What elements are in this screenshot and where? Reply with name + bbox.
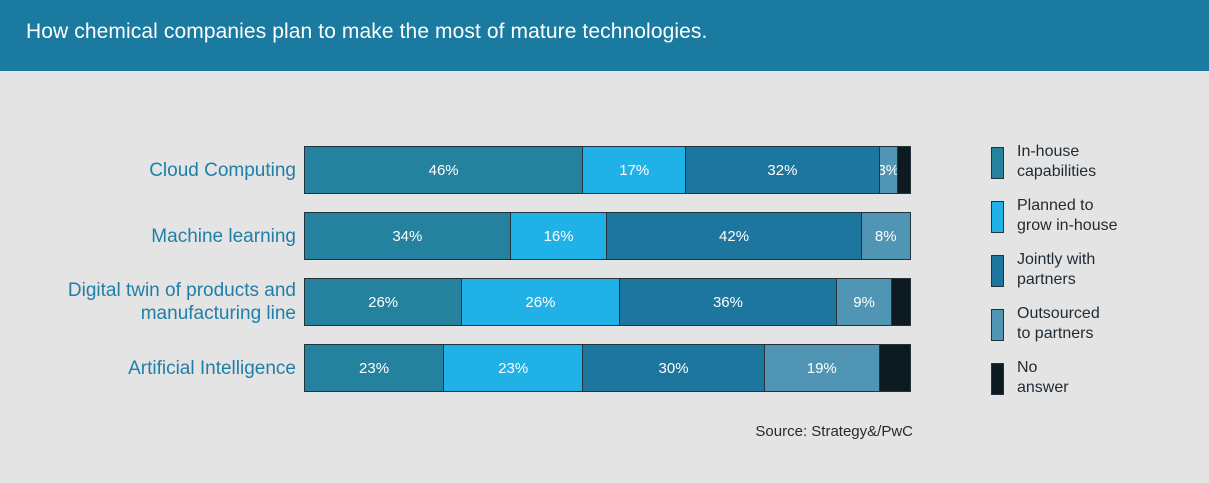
- category-label-digital-twin-of-products-and-manufacturing-line: Digital twin of products and manufacturin…: [68, 279, 296, 325]
- data-label: 30%: [658, 359, 689, 377]
- data-label: 36%: [712, 293, 743, 311]
- bar-segment-in-house-capabilities: 34%: [305, 213, 511, 259]
- bar-segment-planned-to-grow-in-house: 16%: [510, 213, 608, 259]
- legend-label-line: partners: [1017, 271, 1076, 288]
- data-label: 26%: [525, 293, 556, 311]
- bar-artificial-intelligence: 23% 23% 30% 19%: [304, 344, 911, 392]
- data-label: 32%: [767, 161, 798, 179]
- bar-segment-no-answer: [891, 279, 910, 325]
- legend-swatch: [991, 255, 1004, 287]
- data-label: 26%: [368, 293, 399, 311]
- legend-item-jointly-with-partners: Jointly with partners: [991, 250, 1191, 290]
- data-label: 34%: [392, 227, 423, 245]
- bar-segment-in-house-capabilities: 23%: [305, 345, 445, 391]
- legend-swatch: [991, 309, 1004, 341]
- bar-segment-planned-to-grow-in-house: 17%: [583, 147, 687, 193]
- legend-label-line: Planned to: [1017, 197, 1094, 214]
- legend-item-no-answer: No answer: [991, 358, 1191, 398]
- legend-item-in-house-capabilities: In-house capabilities: [991, 142, 1191, 182]
- data-label: 3%: [880, 161, 898, 179]
- category-label-cloud-computing: Cloud Computing: [149, 159, 296, 182]
- legend-swatch: [991, 201, 1004, 233]
- data-label: 9%: [853, 293, 875, 311]
- data-label: 42%: [719, 227, 750, 245]
- legend-label: Jointly with partners: [1017, 250, 1187, 290]
- legend-label-line: to partners: [1017, 325, 1094, 342]
- bar-segment-in-house-capabilities: 46%: [305, 147, 584, 193]
- bar-segment-outsourced-to-partners: 9%: [837, 279, 892, 325]
- legend-label-line: Jointly with: [1017, 251, 1096, 268]
- legend-label-line: No: [1017, 359, 1038, 376]
- legend-label: In-house capabilities: [1017, 142, 1187, 182]
- legend-label: Planned to grow in-house: [1017, 196, 1187, 236]
- chart-title: How chemical companies plan to make the …: [26, 20, 708, 43]
- bar-machine-learning: 34% 16% 42% 8%: [304, 212, 911, 260]
- legend-label-line: answer: [1017, 379, 1069, 396]
- legend-swatch: [991, 147, 1004, 179]
- category-label-artificial-intelligence: Artificial Intelligence: [128, 357, 296, 380]
- bar-segment-no-answer: [897, 147, 910, 193]
- bar-segment-no-answer: [879, 345, 910, 391]
- category-label-machine-learning: Machine learning: [151, 225, 296, 248]
- data-label: 23%: [498, 359, 529, 377]
- bar-segment-jointly-with-partners: 30%: [583, 345, 765, 391]
- legend-label-line: grow in-house: [1017, 217, 1118, 234]
- legend-label-line: Outsourced: [1017, 305, 1100, 322]
- data-label: 46%: [428, 161, 459, 179]
- category-label-line: manufacturing line: [140, 303, 296, 324]
- legend-label: No answer: [1017, 358, 1187, 398]
- legend-item-planned-to-grow-in-house: Planned to grow in-house: [991, 196, 1191, 236]
- category-label-line: Digital twin of products and: [67, 280, 296, 301]
- legend-label-line: In-house: [1017, 143, 1080, 160]
- bar-segment-planned-to-grow-in-house: 26%: [462, 279, 620, 325]
- data-label: 16%: [543, 227, 574, 245]
- bar-segment-jointly-with-partners: 32%: [686, 147, 880, 193]
- bar-segment-outsourced-to-partners: 3%: [879, 147, 898, 193]
- data-label: 19%: [806, 359, 837, 377]
- bar-segment-outsourced-to-partners: 8%: [861, 213, 910, 259]
- legend-item-outsourced-to-partners: Outsourced to partners: [991, 304, 1191, 344]
- data-label: 23%: [359, 359, 390, 377]
- header-banner: How chemical companies plan to make the …: [0, 0, 1209, 71]
- bar-segment-jointly-with-partners: 36%: [619, 279, 838, 325]
- bar-segment-in-house-capabilities: 26%: [305, 279, 463, 325]
- category-label-line: Cloud Computing: [149, 159, 296, 181]
- legend-label: Outsourced to partners: [1017, 304, 1187, 344]
- legend-label-line: capabilities: [1017, 163, 1097, 180]
- source-note: Source: Strategy&/PwC: [755, 423, 913, 440]
- bar-segment-planned-to-grow-in-house: 23%: [444, 345, 584, 391]
- bar-segment-jointly-with-partners: 42%: [607, 213, 862, 259]
- data-label: 8%: [874, 227, 897, 245]
- category-label-line: Machine learning: [151, 225, 296, 247]
- bar-segment-outsourced-to-partners: 19%: [764, 345, 880, 391]
- bar-cloud-computing: 46% 17% 32% 3%: [304, 146, 911, 194]
- category-label-line: Artificial Intelligence: [128, 357, 296, 379]
- legend-swatch: [991, 363, 1004, 395]
- bar-digital-twin-of-products-and-manufacturing-line: 26% 26% 36% 9%: [304, 278, 911, 326]
- data-label: 17%: [619, 161, 650, 179]
